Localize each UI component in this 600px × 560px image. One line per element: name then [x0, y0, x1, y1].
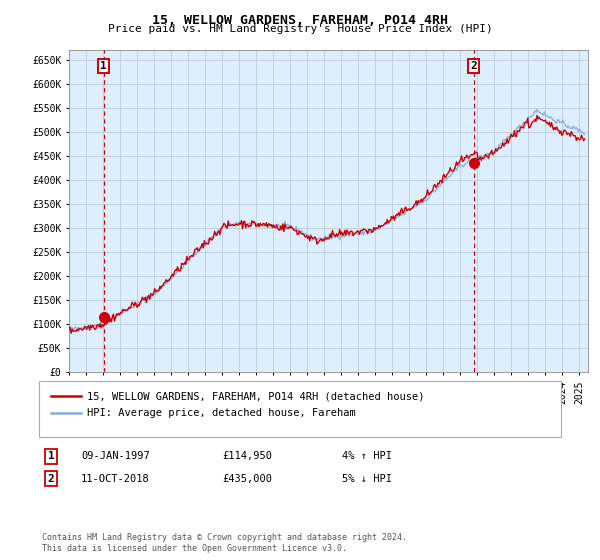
Text: Contains HM Land Registry data © Crown copyright and database right 2024.
This d: Contains HM Land Registry data © Crown c… [42, 533, 407, 553]
Text: 15, WELLOW GARDENS, FAREHAM, PO14 4RH (detached house): 15, WELLOW GARDENS, FAREHAM, PO14 4RH (d… [87, 391, 425, 402]
Text: 5% ↓ HPI: 5% ↓ HPI [342, 474, 392, 484]
Text: £435,000: £435,000 [222, 474, 272, 484]
Text: Price paid vs. HM Land Registry's House Price Index (HPI): Price paid vs. HM Land Registry's House … [107, 24, 493, 34]
Text: 2: 2 [47, 474, 55, 484]
Text: £114,950: £114,950 [222, 451, 272, 461]
Text: HPI: Average price, detached house, Fareham: HPI: Average price, detached house, Fare… [87, 408, 356, 418]
Text: 1: 1 [47, 451, 55, 461]
Text: 11-OCT-2018: 11-OCT-2018 [81, 474, 150, 484]
Text: 15, WELLOW GARDENS, FAREHAM, PO14 4RH: 15, WELLOW GARDENS, FAREHAM, PO14 4RH [152, 14, 448, 27]
Text: 4% ↑ HPI: 4% ↑ HPI [342, 451, 392, 461]
Text: 1: 1 [100, 61, 107, 71]
Text: 2: 2 [470, 61, 477, 71]
Text: 09-JAN-1997: 09-JAN-1997 [81, 451, 150, 461]
